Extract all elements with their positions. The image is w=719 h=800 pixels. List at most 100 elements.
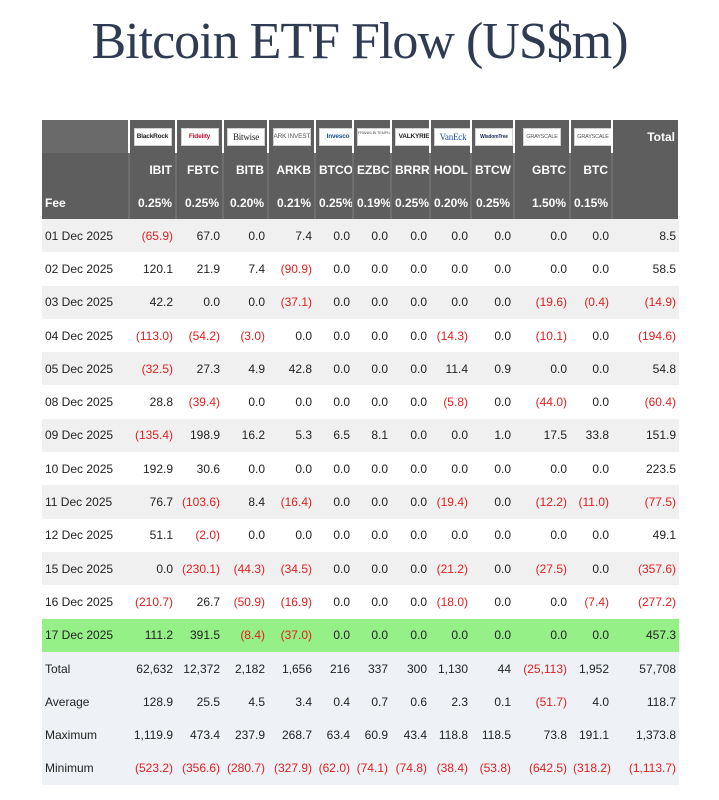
flow-cell: 7.4 — [268, 219, 315, 253]
flow-cell: 33.8 — [570, 418, 612, 453]
blackrock-logo: BlackRock — [133, 127, 172, 146]
row-date: 08 Dec 2025 — [45, 395, 114, 410]
flow-cell: 21.9 — [196, 261, 220, 276]
ticker-header: ARKB — [268, 153, 316, 186]
flow-cell: 0.0 — [248, 528, 265, 543]
fee-value: 0.25% — [315, 186, 354, 219]
flow-cell: 0.0 — [353, 285, 391, 319]
flow-cell: 0.0 — [550, 528, 567, 543]
flow-cell: 0.0 — [315, 551, 353, 586]
table-row: 11 Dec 2025 76.7 (103.6) 8.4 (16.4) 0.0 0.0 0.0… — [42, 485, 679, 519]
row-date: 03 Dec 2025 — [42, 285, 129, 319]
summary-cell: (327.9) — [268, 751, 315, 786]
flow-cell: 0.0 — [391, 219, 430, 253]
summary-cell: (74.1) — [353, 751, 391, 786]
summary-cell: 300 — [391, 651, 430, 686]
row-total-cell: (60.4) — [644, 395, 676, 410]
flow-cell: 51.1 — [149, 528, 173, 543]
summary-cell: (38.4) — [430, 751, 471, 786]
summary-cell: 1,656 — [268, 651, 315, 686]
row-total-cell: 457.3 — [612, 618, 679, 652]
summary-cell: (318.2) — [570, 751, 612, 786]
flow-cell: 8.1 — [353, 418, 391, 453]
row-date: 15 Dec 2025 — [42, 551, 129, 586]
fee-value: 0.15% — [570, 186, 613, 219]
fee-label: Fee — [42, 186, 130, 219]
flow-cell: 0.0 — [570, 618, 612, 652]
flow-cell: 0.0 — [333, 594, 350, 609]
ticker-header: BTCW — [471, 153, 515, 186]
fee-value: 0.20% — [430, 186, 472, 219]
row-date: 05 Dec 2025 — [42, 352, 129, 386]
flow-cell: 0.0 — [315, 285, 353, 319]
total-column-header: Total — [612, 120, 680, 219]
summary-label: Maximum — [42, 718, 129, 752]
summary-cell: 2.3 — [430, 685, 471, 719]
flow-cell: (12.2) — [514, 485, 570, 519]
flow-cell: 0.0 — [371, 594, 388, 609]
flow-cell: 0.0 — [391, 352, 430, 386]
flow-cell: 0.0 — [391, 551, 430, 586]
summary-cell: 0.4 — [315, 685, 353, 719]
row-date: 01 Dec 2025 — [42, 219, 129, 253]
valkyrie-logo: VALKYRIE — [395, 127, 428, 146]
bitwise-logo: Bitwise — [227, 127, 265, 146]
flow-cell: 0.9 — [471, 352, 514, 386]
flow-cell: 0.0 — [550, 261, 567, 276]
flow-cell: 0.0 — [371, 461, 388, 476]
flow-cell: (18.0) — [436, 594, 468, 609]
flow-cell: 0.0 — [451, 528, 468, 543]
fee-value: 0.19% — [353, 186, 392, 219]
flow-cell: (7.4) — [584, 594, 609, 609]
row-date: 16 Dec 2025 — [45, 594, 114, 609]
summary-cell: 4.5 — [223, 685, 268, 719]
flow-cell: (21.2) — [430, 551, 471, 586]
flow-cell: 0.0 — [371, 328, 388, 343]
summary-cell: (1,113.7) — [612, 751, 679, 786]
summary-row: Maximum 1,119.9 473.4 237.9 268.7 63.4 60.9 43.… — [42, 718, 679, 752]
fee-value: 0.20% — [223, 186, 269, 219]
flow-cell: 0.0 — [315, 485, 353, 519]
table-row: 09 Dec 2025 (135.4) 198.9 16.2 5.3 6.5 8.1 0.0 0… — [42, 418, 679, 453]
summary-cell: 128.9 — [129, 685, 176, 719]
flow-cell: 0.0 — [353, 551, 391, 586]
summary-label: Average — [42, 685, 129, 719]
issuer-logo-cell: Invesco — [315, 120, 354, 153]
summary-cell: 60.9 — [353, 718, 391, 752]
summary-cell: 118.5 — [471, 718, 514, 752]
summary-cell: 1,373.8 — [612, 718, 679, 752]
ticker-header: BITB — [223, 153, 269, 186]
ticker-corner — [42, 153, 130, 186]
flow-cell: 42.2 — [129, 285, 176, 319]
flow-cell: (50.9) — [233, 594, 265, 609]
flow-cell: (16.4) — [268, 485, 315, 519]
table-row: 05 Dec 2025 (32.5) 27.3 4.9 42.8 0.0 0.0 0.0 11.… — [42, 352, 679, 386]
flow-cell: 0.0 — [176, 285, 223, 319]
flow-cell: (16.9) — [280, 594, 312, 609]
flow-cell: 0.0 — [248, 461, 265, 476]
flow-cell: 0.0 — [410, 328, 427, 343]
flow-cell: (5.8) — [443, 395, 468, 410]
flow-cell: 1.0 — [471, 418, 514, 453]
flow-cell: 0.0 — [391, 485, 430, 519]
flow-cell: (39.4) — [188, 395, 220, 410]
flow-cell: (3.0) — [240, 328, 265, 343]
table-row: 04 Dec 2025 (113.0) (54.2) (3.0) 0.0 0.0 0.0 0.… — [42, 319, 679, 352]
summary-cell: 62,632 — [129, 651, 176, 686]
flow-cell: (44.0) — [535, 395, 567, 410]
flow-cell: (11.0) — [570, 485, 612, 519]
flow-cell: 0.0 — [451, 261, 468, 276]
flow-cell: 0.0 — [315, 219, 353, 253]
flow-cell: 0.0 — [592, 395, 609, 410]
flow-cell: 0.0 — [353, 352, 391, 386]
row-date: 10 Dec 2025 — [45, 461, 114, 476]
flow-cell: 0.0 — [315, 618, 353, 652]
summary-cell: 44 — [471, 651, 514, 686]
flow-cell: (90.9) — [280, 261, 312, 276]
row-date: 04 Dec 2025 — [45, 328, 114, 343]
flow-cell: 0.0 — [430, 418, 471, 453]
ticker-header: IBIT — [129, 153, 177, 186]
flow-cell: 5.3 — [268, 418, 315, 453]
flow-cell: (210.7) — [134, 594, 173, 609]
flow-cell: 0.0 — [353, 485, 391, 519]
